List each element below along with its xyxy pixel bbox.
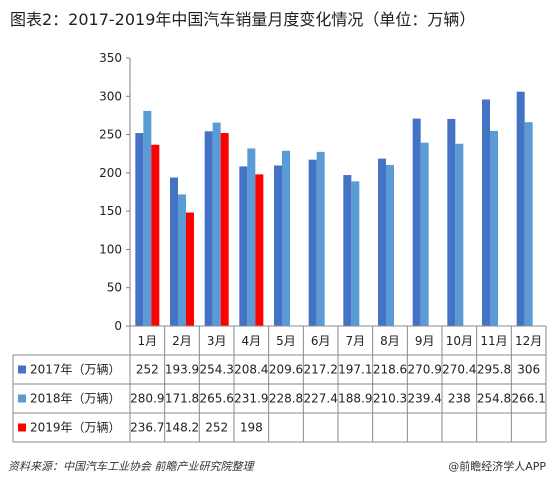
bar-2-4	[247, 148, 256, 326]
bar-1-10	[447, 118, 456, 326]
source-note: 资料来源：中国汽车工业协会 前瞻产业研究院整理	[8, 460, 254, 473]
bar-2-5	[282, 150, 290, 326]
bar-2-8	[386, 164, 394, 326]
bar-2-6	[316, 151, 325, 326]
category-label: 12月	[515, 334, 542, 348]
bar-2-11	[490, 130, 498, 326]
data-label: 270.9	[407, 363, 441, 377]
data-label: 227.4	[303, 392, 337, 406]
category-label: 7月	[346, 334, 366, 348]
bar-1-11	[482, 99, 490, 327]
bar-2-12	[524, 122, 533, 326]
category-label: 5月	[276, 334, 296, 348]
brand-label: @前瞻经济学人APP	[448, 460, 546, 473]
data-label: 208.4	[234, 363, 268, 377]
bar-1-5	[274, 165, 282, 326]
data-label: 210.3	[373, 392, 407, 406]
bar-1-8	[378, 158, 386, 326]
category-label: 2月	[172, 334, 192, 348]
legend-label: 2018年（万辆）	[30, 392, 121, 406]
category-label: 3月	[207, 334, 227, 348]
data-label: 217.2	[303, 363, 337, 377]
y-tick-label: 350	[99, 51, 122, 65]
bar-1-7	[343, 175, 352, 326]
bar-3-3	[220, 133, 229, 326]
bar-1-4	[239, 166, 248, 326]
bar-3-4	[255, 174, 264, 326]
category-label: 4月	[242, 334, 262, 348]
y-tick-label: 200	[99, 166, 122, 180]
data-label: 254.3	[199, 363, 233, 377]
legend-swatch-1	[18, 365, 26, 374]
data-label: 148.2	[165, 421, 199, 435]
bar-1-6	[308, 159, 317, 326]
bar-2-10	[455, 143, 464, 326]
bar-2-7	[351, 181, 360, 326]
data-label: 209.6	[269, 363, 303, 377]
y-tick-label: 100	[99, 242, 122, 256]
bar-1-2	[170, 177, 178, 326]
bar-2-3	[212, 122, 221, 327]
chart-title: 图表2：2017-2019年中国汽车销量月度变化情况（单位：万辆）	[10, 10, 476, 29]
data-label: 280.9	[130, 392, 164, 406]
y-tick-label: 150	[99, 204, 122, 218]
data-label: 306	[517, 363, 540, 377]
data-label: 239.4	[407, 392, 441, 406]
data-label: 265.6	[199, 392, 233, 406]
data-label: 171.8	[165, 392, 199, 406]
bar-3-1	[151, 144, 160, 326]
data-label: 188.9	[338, 392, 372, 406]
bar-1-12	[516, 91, 525, 326]
data-label: 193.9	[165, 363, 199, 377]
data-label: 231.9	[234, 392, 268, 406]
data-label: 254.8	[477, 392, 511, 406]
data-label: 218.6	[373, 363, 407, 377]
legend-label: 2017年（万辆）	[30, 363, 121, 377]
category-label: 9月	[415, 334, 435, 348]
data-label: 295.8	[477, 363, 511, 377]
bar-2-9	[420, 142, 429, 326]
data-label: 266.1	[511, 392, 545, 406]
category-label: 1月	[138, 334, 158, 348]
y-tick-label: 50	[107, 281, 122, 295]
bar-2-1	[143, 110, 152, 326]
legend-label: 2019年（万辆）	[30, 421, 121, 435]
category-label: 8月	[380, 334, 400, 348]
bar-2-2	[178, 194, 186, 326]
data-label: 236.7	[130, 421, 164, 435]
y-tick-label: 0	[114, 319, 122, 333]
data-label: 252	[136, 363, 159, 377]
y-tick-label: 250	[99, 128, 122, 142]
legend-swatch-2	[18, 394, 26, 403]
bar-1-3	[204, 131, 213, 326]
bar-3-2	[186, 212, 194, 326]
data-label: 252	[205, 421, 228, 435]
data-label: 197.1	[338, 363, 372, 377]
category-label: 11月	[480, 334, 507, 348]
data-label: 270.4	[442, 363, 476, 377]
category-label: 10月	[446, 334, 473, 348]
data-label: 228.8	[269, 392, 303, 406]
legend-swatch-3	[18, 423, 26, 432]
bar-1-1	[135, 133, 144, 326]
y-tick-label: 300	[99, 89, 122, 103]
bar-1-9	[412, 118, 421, 327]
data-label: 238	[448, 392, 471, 406]
category-label: 6月	[311, 334, 331, 348]
data-label: 198	[240, 421, 263, 435]
